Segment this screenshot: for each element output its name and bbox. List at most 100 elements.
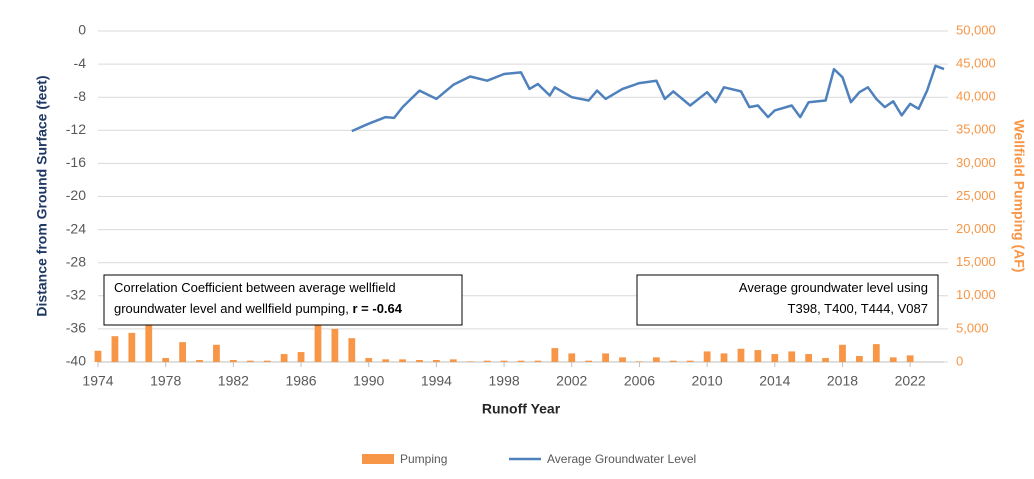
legend-item: Average Groundwater Level bbox=[509, 452, 696, 466]
bar bbox=[822, 358, 829, 362]
bar bbox=[805, 354, 813, 362]
bar bbox=[872, 344, 880, 362]
bar bbox=[94, 350, 102, 362]
y-tick-label: -40 bbox=[66, 353, 86, 369]
bar bbox=[449, 359, 457, 362]
annotation-line: Correlation Coefficient between average … bbox=[114, 280, 396, 295]
bar bbox=[703, 351, 711, 362]
bar bbox=[669, 360, 677, 362]
bar bbox=[551, 348, 559, 362]
bar bbox=[128, 332, 136, 362]
bar bbox=[416, 360, 423, 362]
annotation-text: groundwater level and wellfield pumping,… bbox=[114, 301, 403, 316]
bar bbox=[297, 352, 305, 362]
bar bbox=[229, 360, 237, 362]
bar bbox=[145, 324, 153, 362]
annotation-bold: r = -0.64 bbox=[352, 301, 402, 316]
y-tick-label: -8 bbox=[74, 88, 87, 104]
y2-tick-label: 5,000 bbox=[956, 320, 989, 335]
bar bbox=[754, 350, 762, 362]
bar bbox=[771, 354, 779, 362]
annotation-text: T398, T400, T444, V087 bbox=[788, 301, 928, 316]
y2-tick-label: 10,000 bbox=[956, 287, 996, 302]
bar bbox=[906, 355, 914, 362]
bar bbox=[348, 338, 356, 362]
bar bbox=[889, 357, 897, 362]
bar bbox=[585, 360, 593, 362]
bar bbox=[433, 360, 440, 362]
bar bbox=[602, 353, 609, 362]
x-tick-label: 1978 bbox=[150, 373, 181, 389]
y-tick-label: -24 bbox=[66, 220, 86, 236]
y-tick-label: 0 bbox=[78, 22, 86, 38]
y-tick-label: -32 bbox=[66, 287, 86, 303]
x-tick-label: 2002 bbox=[556, 373, 587, 389]
bar bbox=[111, 336, 119, 362]
y-tick-label: -16 bbox=[66, 154, 86, 170]
y2-tick-label: 0 bbox=[956, 353, 963, 368]
y2-tick-label: 45,000 bbox=[956, 56, 996, 71]
x-tick-label: 2018 bbox=[827, 373, 858, 389]
bar bbox=[162, 358, 170, 362]
bar bbox=[500, 360, 508, 362]
bar bbox=[179, 342, 186, 362]
bar bbox=[280, 354, 288, 362]
bar bbox=[196, 360, 203, 362]
bar bbox=[517, 360, 525, 362]
annotation-box bbox=[103, 274, 463, 326]
x-tick-label: 1994 bbox=[421, 373, 452, 389]
x-tick-label: 2010 bbox=[692, 373, 723, 389]
y2-tick-label: 30,000 bbox=[956, 155, 996, 170]
bar bbox=[652, 357, 660, 362]
bar bbox=[399, 359, 406, 362]
x-tick-label: 1982 bbox=[218, 373, 249, 389]
y2-tick-label: 35,000 bbox=[956, 122, 996, 137]
x-tick-label: 1998 bbox=[489, 373, 520, 389]
y2-axis-label: Wellfield Pumping (AF) bbox=[1011, 120, 1027, 273]
x-tick-label: 1974 bbox=[82, 373, 113, 389]
y2-tick-label: 40,000 bbox=[956, 89, 996, 104]
y-axis-label: Distance from Ground Surface (feet) bbox=[34, 75, 50, 316]
bar bbox=[636, 361, 643, 362]
bar bbox=[466, 361, 474, 362]
annotation-text: Correlation Coefficient between average … bbox=[114, 280, 396, 295]
annotation-line: groundwater level and wellfield pumping, bbox=[114, 301, 352, 316]
annotation-line: Average groundwater level using bbox=[739, 280, 928, 295]
annotation-text: Average groundwater level using bbox=[739, 280, 928, 295]
y2-tick-label: 50,000 bbox=[956, 22, 996, 37]
bar bbox=[314, 316, 322, 362]
line bbox=[351, 64, 945, 133]
legend-label: Average Groundwater Level bbox=[547, 452, 696, 466]
bar bbox=[788, 351, 796, 362]
y2-tick-label: 20,000 bbox=[956, 221, 996, 236]
y-tick-label: -4 bbox=[74, 55, 87, 71]
y-tick-label: -20 bbox=[66, 187, 86, 203]
bar bbox=[839, 344, 846, 362]
bar bbox=[382, 359, 390, 362]
y-tick-label: -12 bbox=[66, 121, 86, 137]
y-tick-label: -36 bbox=[66, 320, 86, 336]
legend-swatch bbox=[362, 454, 394, 464]
annotation-box bbox=[636, 274, 939, 326]
y2-tick-label: 25,000 bbox=[956, 188, 996, 203]
bar bbox=[483, 360, 491, 362]
bar bbox=[263, 360, 271, 362]
y2-tick-label: 15,000 bbox=[956, 254, 996, 269]
bar bbox=[568, 353, 576, 362]
legend-item: Pumping bbox=[362, 452, 447, 466]
annotation-line: T398, T400, T444, V087 bbox=[788, 301, 928, 316]
x-tick-label: 2006 bbox=[624, 373, 655, 389]
bar bbox=[619, 357, 626, 362]
bar bbox=[686, 360, 694, 362]
bar bbox=[737, 348, 745, 362]
bar bbox=[331, 328, 339, 362]
y-tick-label: -28 bbox=[66, 253, 86, 269]
bar bbox=[213, 344, 220, 362]
bar bbox=[365, 358, 373, 362]
x-tick-label: 2014 bbox=[759, 373, 790, 389]
x-axis-label: Runoff Year bbox=[482, 401, 561, 417]
bar bbox=[720, 353, 728, 362]
x-tick-label: 1986 bbox=[285, 373, 316, 389]
bar bbox=[246, 360, 254, 362]
bar bbox=[534, 360, 542, 362]
